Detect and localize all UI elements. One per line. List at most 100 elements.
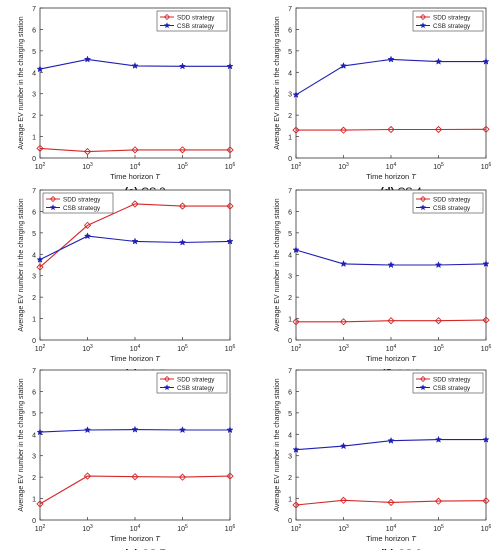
- legend-marker-csb: [419, 384, 427, 391]
- chart-panel-3: 0 1 2 3 4 5 6 7 102 103 104 105 106 Time horizon T Ave…: [18, 188, 236, 380]
- data-point-csb: [36, 255, 44, 263]
- data-point-sdd: [339, 496, 348, 504]
- chart-panel-4: 0 1 2 3 4 5 6 7 102 103 104 105 106 Time horizon T Ave…: [274, 188, 492, 380]
- legend-marker-csb: [163, 384, 171, 391]
- legend-label: CSB strategy: [433, 385, 471, 392]
- y-tick-label: 4: [32, 70, 36, 77]
- data-point-sdd: [292, 318, 300, 326]
- x-tick-label: 103: [338, 344, 349, 353]
- x-tick-label: 102: [35, 344, 46, 353]
- data-point-sdd: [292, 126, 300, 134]
- legend: SDD strategy CSB strategy: [156, 10, 228, 32]
- x-tick-label: 105: [433, 524, 444, 533]
- y-tick-label: 3: [32, 92, 36, 99]
- data-point-sdd: [36, 500, 44, 508]
- data-point-csb: [339, 61, 348, 69]
- data-point-csb: [83, 426, 92, 434]
- legend-box: [412, 372, 484, 394]
- y-tick-label: 3: [288, 92, 292, 99]
- x-tick-label: 106: [225, 524, 236, 533]
- x-tick-label: 105: [433, 344, 444, 353]
- legend-label: CSB strategy: [433, 205, 471, 212]
- legend-marker-sdd: [163, 375, 171, 383]
- data-point-csb: [178, 62, 187, 70]
- x-tick-label: 104: [130, 344, 141, 353]
- data-point-sdd: [36, 263, 44, 271]
- legend: SDD strategy CSB strategy: [412, 192, 484, 214]
- y-tick-label: 2: [288, 295, 292, 302]
- legend-box: [156, 372, 228, 394]
- data-point-sdd: [482, 125, 490, 133]
- y-axis-label: Average EV number in the charging statio…: [274, 16, 281, 149]
- y-tick-label: 5: [32, 49, 36, 56]
- x-tick-label: 104: [386, 524, 397, 533]
- series-line-sdd: [296, 128, 487, 131]
- chart-panel-2: 0 1 2 3 4 5 6 7 102 103 104 105 106 Time horizon T Ave…: [274, 6, 492, 198]
- y-tick-label: 5: [32, 411, 36, 418]
- x-tick-label: 103: [82, 162, 93, 171]
- plot-frame: [39, 189, 231, 341]
- y-tick-label: 6: [288, 389, 292, 396]
- legend-label: CSB strategy: [177, 23, 215, 30]
- y-tick-label: 4: [288, 252, 292, 259]
- data-point-csb: [292, 90, 300, 98]
- y-tick-label: 2: [288, 113, 292, 120]
- data-point-sdd: [434, 125, 443, 134]
- y-tick-label: 0: [288, 518, 292, 525]
- data-point-sdd: [434, 497, 443, 505]
- legend-box: [156, 10, 228, 32]
- y-axis-label: Average EV number in the charging statio…: [18, 198, 25, 331]
- data-point-csb: [226, 426, 234, 434]
- y-tick-label: 5: [32, 231, 36, 238]
- x-tick-label: 102: [291, 344, 302, 353]
- data-point-sdd: [178, 202, 187, 210]
- data-point-sdd: [226, 202, 234, 210]
- y-tick-label: 6: [288, 209, 292, 216]
- y-tick-label: 5: [288, 411, 292, 418]
- data-point-csb: [434, 57, 443, 65]
- legend-marker-sdd: [163, 13, 171, 21]
- legend-label: SDD strategy: [433, 196, 471, 203]
- y-tick-label: 4: [32, 432, 36, 439]
- x-axis-label: Time horizon T: [366, 354, 417, 363]
- data-point-sdd: [387, 317, 395, 325]
- y-tick-label: 1: [32, 135, 36, 142]
- data-point-csb: [482, 259, 490, 268]
- data-point-sdd: [226, 472, 234, 480]
- y-tick-label: 2: [32, 295, 36, 302]
- legend-label: SDD strategy: [433, 14, 471, 21]
- x-tick-label: 103: [338, 524, 349, 533]
- x-axis-label: Time horizon T: [110, 534, 161, 543]
- data-point-sdd: [131, 473, 139, 481]
- x-tick-label: 103: [338, 162, 349, 171]
- y-tick-label: 1: [32, 317, 36, 324]
- y-axis-label: Average EV number in the charging statio…: [274, 198, 281, 331]
- data-point-sdd: [131, 200, 139, 208]
- y-tick-label: 4: [288, 432, 292, 439]
- y-tick-label: 7: [288, 6, 292, 13]
- data-point-sdd: [387, 125, 395, 134]
- x-tick-label: 102: [291, 524, 302, 533]
- legend: SDD strategy CSB strategy: [42, 192, 114, 214]
- y-tick-label: 0: [288, 338, 292, 345]
- panel-caption: (h) CS 8: [380, 548, 422, 550]
- legend-box: [412, 10, 484, 32]
- y-tick-label: 2: [32, 113, 36, 120]
- data-point-sdd: [226, 146, 234, 154]
- y-tick-label: 6: [288, 27, 292, 34]
- data-point-csb: [434, 435, 443, 443]
- y-tick-label: 3: [288, 454, 292, 461]
- data-point-csb: [387, 436, 395, 444]
- legend-marker-sdd: [419, 195, 427, 203]
- x-tick-label: 102: [291, 162, 302, 171]
- legend-marker-csb: [49, 204, 57, 211]
- x-tick-label: 105: [177, 344, 188, 353]
- data-point-csb: [339, 442, 348, 450]
- legend-label: CSB strategy: [177, 385, 215, 392]
- y-axis-label: Average EV number in the charging statio…: [274, 378, 281, 511]
- y-axis-label: Average EV number in the charging statio…: [18, 16, 25, 149]
- plot-frame: [295, 369, 487, 521]
- y-tick-label: 1: [288, 317, 292, 324]
- y-tick-label: 0: [32, 338, 36, 345]
- legend-label: SDD strategy: [177, 14, 215, 21]
